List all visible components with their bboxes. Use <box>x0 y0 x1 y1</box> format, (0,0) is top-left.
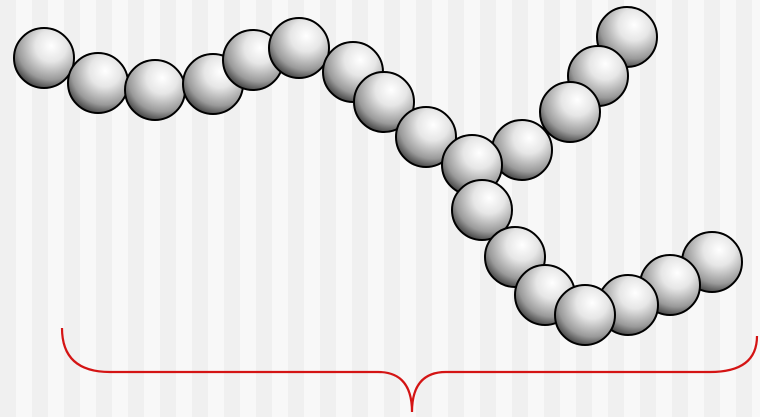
sphere <box>540 82 600 142</box>
sphere <box>125 60 185 120</box>
illustration <box>0 0 760 417</box>
sphere <box>555 285 615 345</box>
sphere <box>269 18 329 78</box>
sphere <box>68 53 128 113</box>
sphere <box>14 28 74 88</box>
page: (() => { const data = JSON.parse(documen… <box>0 0 760 417</box>
